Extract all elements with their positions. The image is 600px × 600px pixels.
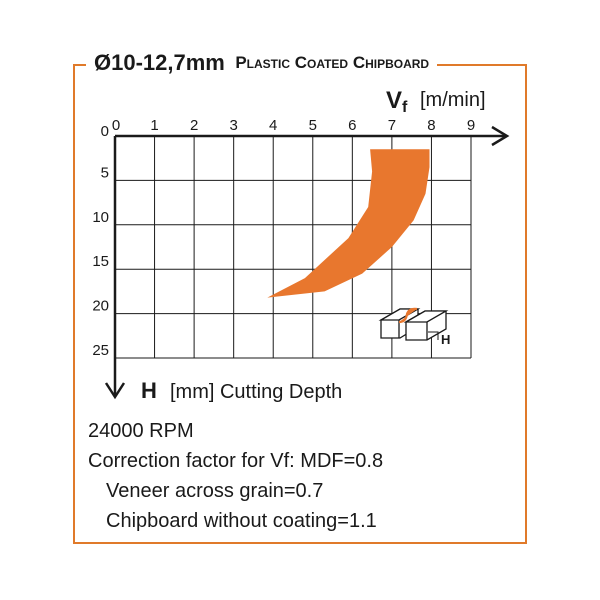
x-axis-unit: [m/min]	[420, 89, 486, 111]
x-tick-label-5: 5	[309, 117, 317, 134]
y-tick-label-0: 0	[101, 123, 109, 140]
recommended-feed-region	[267, 149, 430, 298]
x-tick-label-1: 1	[150, 117, 158, 134]
x-tick-labels: 0 1 2 3 4 5 6 7 8 9	[112, 117, 475, 134]
y-tick-label-20: 20	[92, 298, 109, 315]
chart-title: Ø10-12,7mm Plastic Coated Chipboard	[86, 50, 438, 80]
x-tick-label-6: 6	[348, 117, 356, 134]
inset-depth-label: H	[441, 332, 450, 347]
correction-note: Correction factor for Vf: MDF=0.8	[88, 450, 384, 472]
x-tick-label-7: 7	[388, 117, 396, 134]
rpm-note: 24000 RPM	[88, 420, 194, 442]
y-axis-symbol: H	[141, 378, 157, 403]
y-tick-label-5: 5	[101, 164, 109, 181]
x-tick-label-9: 9	[467, 117, 475, 134]
edge-profile-icon	[378, 307, 449, 341]
x-axis-subscript: f	[402, 99, 408, 116]
title-material: Plastic Coated Chipboard	[235, 53, 430, 72]
y-tick-label-10: 10	[92, 209, 109, 226]
x-tick-label-3: 3	[229, 117, 237, 134]
feed-region-layer	[267, 149, 430, 298]
x-tick-label-4: 4	[269, 117, 277, 134]
x-axis-arrow	[491, 125, 510, 147]
x-tick-label-2: 2	[190, 117, 198, 134]
chipboard-note: Chipboard without coating=1.1	[106, 510, 377, 532]
x-tick-label-8: 8	[427, 117, 435, 134]
x-tick-label-0: 0	[112, 117, 120, 134]
veneer-note: Veneer across grain=0.7	[106, 480, 324, 502]
y-tick-label-15: 15	[92, 253, 109, 270]
y-tick-labels: 0 5 10 15 20 25	[92, 123, 109, 359]
y-tick-label-25: 25	[92, 342, 109, 359]
y-axis-label: [mm] Cutting Depth	[170, 381, 342, 403]
axes	[104, 125, 510, 400]
x-axis-symbol: V	[386, 87, 402, 114]
title-diameter: Ø10-12,7mm	[94, 50, 225, 75]
y-axis-arrow	[104, 382, 126, 400]
